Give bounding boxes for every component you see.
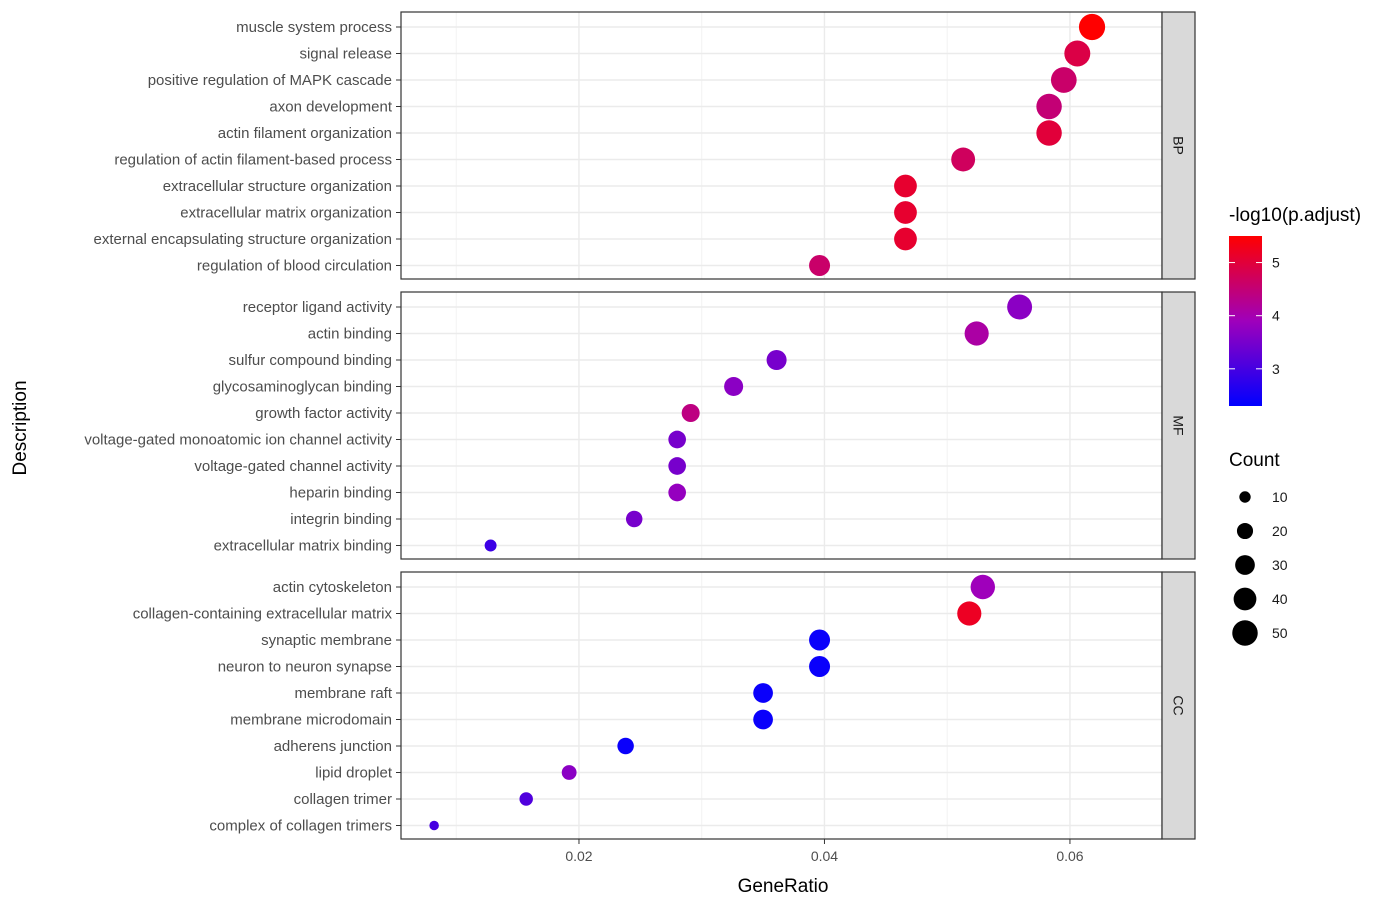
- data-point: [429, 820, 439, 831]
- x-tick-label: 0.04: [811, 848, 838, 864]
- facet-strip-label: MF: [1171, 415, 1187, 435]
- data-point: [766, 349, 787, 371]
- y-tick-label: adherens junction: [274, 738, 392, 755]
- facet-strip: [1161, 291, 1196, 560]
- y-tick-label: extracellular matrix binding: [214, 538, 392, 555]
- y-tick-label: heparin binding: [289, 485, 392, 502]
- y-tick-label: collagen-containing extracellular matrix: [133, 606, 393, 623]
- facet-strip-label: CC: [1171, 695, 1187, 715]
- data-point: [1007, 294, 1033, 320]
- y-tick-label: neuron to neuron synapse: [218, 659, 392, 676]
- size-legend-label: 20: [1272, 523, 1288, 539]
- x-axis-title: GeneRatio: [738, 876, 829, 897]
- y-tick-label: voltage-gated monoatomic ion channel act…: [84, 432, 392, 449]
- data-point: [894, 174, 917, 198]
- data-point: [753, 709, 773, 730]
- y-tick-label: sulfur compound binding: [229, 352, 392, 369]
- y-tick-label: complex of collagen trimers: [209, 818, 392, 835]
- data-point: [894, 227, 917, 251]
- size-legend-dot: [1232, 620, 1258, 646]
- data-point: [681, 404, 700, 422]
- y-tick-label: glycosaminoglycan binding: [213, 379, 392, 396]
- y-axis-title: Description: [10, 380, 31, 475]
- size-legend-label: 40: [1272, 591, 1288, 607]
- size-legend-dot: [1239, 491, 1251, 503]
- size-legend-label: 30: [1272, 557, 1288, 573]
- data-point: [970, 574, 996, 600]
- y-tick-label: integrin binding: [290, 511, 392, 528]
- y-tick-label: membrane microdomain: [230, 712, 392, 729]
- size-legend-dot: [1233, 587, 1257, 611]
- y-tick-label: regulation of actin filament-based proce…: [114, 152, 392, 169]
- data-point: [957, 601, 982, 626]
- color-legend-tick-label: 3: [1272, 361, 1280, 377]
- y-tick-label: receptor ligand activity: [243, 299, 393, 316]
- data-point: [1050, 67, 1077, 93]
- color-legend-tick-label: 4: [1272, 308, 1280, 324]
- data-point: [951, 147, 976, 172]
- y-tick-label: synaptic membrane: [261, 632, 392, 649]
- y-tick-label: positive regulation of MAPK cascade: [148, 72, 392, 89]
- data-point: [668, 430, 686, 449]
- size-legend-title: Count: [1229, 450, 1280, 471]
- facet-panel-cc: actin cytoskeleton collagen-containing ex…: [133, 571, 1196, 840]
- facet-strip-label: BP: [1171, 136, 1187, 155]
- y-tick-label: external encapsulating structure organiz…: [93, 231, 392, 248]
- panel-background: [401, 12, 1162, 279]
- data-point: [1036, 93, 1062, 120]
- data-point: [668, 483, 686, 502]
- y-tick-label: extracellular structure organization: [163, 178, 392, 195]
- data-point: [894, 201, 917, 224]
- facet-panels: muscle system process signal release posit…: [84, 11, 1196, 840]
- data-point: [809, 629, 831, 651]
- y-tick-label: muscle system process: [236, 19, 392, 36]
- data-point: [1036, 120, 1062, 146]
- data-point: [1064, 40, 1091, 67]
- data-point: [484, 539, 497, 552]
- size-legend-label: 10: [1272, 489, 1288, 505]
- facet-strip: [1161, 11, 1196, 280]
- y-tick-label: extracellular matrix organization: [180, 205, 392, 222]
- x-tick-label: 0.06: [1056, 848, 1083, 864]
- y-tick-label: axon development: [269, 99, 392, 116]
- y-tick-label: membrane raft: [294, 685, 392, 702]
- size-legend: Count 10 20 30 40 50: [1229, 450, 1288, 646]
- data-point: [519, 792, 533, 806]
- y-tick-label: collagen trimer: [294, 791, 392, 808]
- facet-strip: [1161, 571, 1196, 840]
- data-point: [809, 255, 831, 276]
- color-legend-title: -log10(p.adjust): [1229, 205, 1361, 226]
- y-tick-label: actin binding: [308, 326, 392, 343]
- y-tick-label: growth factor activity: [255, 405, 392, 422]
- color-legend-bar: [1229, 236, 1262, 406]
- data-point: [724, 376, 744, 397]
- y-tick-label: regulation of blood circulation: [197, 258, 392, 275]
- data-point: [1078, 13, 1106, 41]
- y-tick-label: actin cytoskeleton: [273, 579, 392, 596]
- data-point: [753, 683, 773, 703]
- color-legend-tick-label: 5: [1272, 255, 1280, 271]
- facet-panel-bp: muscle system process signal release posit…: [93, 11, 1196, 280]
- size-legend-entries: 10 20 30 40 50: [1232, 489, 1288, 646]
- data-point: [668, 457, 686, 475]
- data-point: [625, 510, 643, 528]
- data-point: [617, 737, 634, 755]
- y-tick-label: signal release: [299, 46, 392, 63]
- color-legend-ticks: 5 4 3: [1229, 255, 1280, 377]
- panel-background: [401, 292, 1162, 559]
- x-axis: 0.02 0.04 0.06: [565, 839, 1084, 864]
- y-tick-label: lipid droplet: [315, 765, 393, 782]
- size-legend-dot: [1235, 555, 1255, 575]
- x-tick-label: 0.02: [565, 848, 592, 864]
- data-point: [964, 321, 989, 346]
- data-point: [561, 765, 577, 780]
- color-legend: -log10(p.adjust) 5 4 3: [1229, 205, 1361, 406]
- data-point: [809, 656, 831, 677]
- size-legend-label: 50: [1272, 625, 1288, 641]
- size-legend-dot: [1236, 522, 1254, 540]
- y-tick-label: voltage-gated channel activity: [194, 458, 392, 475]
- facet-panel-mf: receptor ligand activity actin binding sul…: [84, 291, 1196, 560]
- y-tick-label: actin filament organization: [218, 125, 392, 142]
